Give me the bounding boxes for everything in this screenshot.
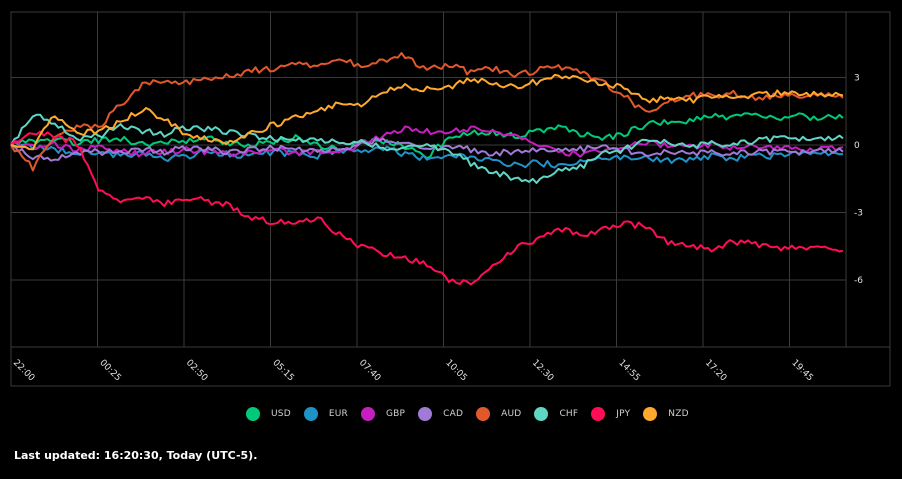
series-line-chf[interactable] <box>10 113 844 184</box>
legend-item-eur[interactable]: EUR <box>303 407 348 421</box>
legend-dot-icon <box>476 407 491 421</box>
legend-label: GBP <box>385 409 406 419</box>
series-line-jpy[interactable] <box>10 130 844 286</box>
legend-item-cad[interactable]: CAD <box>418 407 463 421</box>
legend-item-usd[interactable]: USD <box>246 407 291 421</box>
legend-dot-icon <box>303 407 318 421</box>
chart-series <box>10 52 844 286</box>
legend-dot-icon <box>591 407 606 421</box>
legend-dot-icon <box>246 407 260 421</box>
x-tick-label: 05:15 <box>270 358 295 383</box>
legend-label: CAD <box>443 409 464 419</box>
y-tick-label: -3 <box>854 209 863 219</box>
x-tick-label: 14:55 <box>616 358 641 383</box>
series-line-gbp[interactable] <box>10 125 844 158</box>
legend-item-jpy[interactable]: JPY <box>591 407 630 421</box>
legend-item-aud[interactable]: AUD <box>476 407 521 421</box>
legend-item-nzd[interactable]: NZD <box>643 407 688 421</box>
legend-label: NZD <box>668 409 689 419</box>
x-tick-label: 07:40 <box>357 358 383 384</box>
y-tick-label: -6 <box>854 276 863 286</box>
x-tick-label: 19:45 <box>789 358 814 383</box>
x-tick-label: 22:00 <box>11 358 37 384</box>
x-axis-ticks: 22:00 00:25 02:50 05:15 07:40 10:05 12:30 14:55… <box>11 358 815 384</box>
legend-item-chf[interactable]: CHF <box>534 407 578 421</box>
legend-label: JPY <box>616 409 631 419</box>
x-tick-label: 10:05 <box>443 358 468 383</box>
x-tick-label: 17:20 <box>703 358 729 384</box>
legend-dot-icon <box>534 407 549 421</box>
x-tick-label: 00:25 <box>97 358 122 383</box>
x-tick-label: 02:50 <box>184 358 210 384</box>
legend-item-gbp[interactable]: GBP <box>360 407 406 421</box>
legend-label: EUR <box>328 409 348 419</box>
x-tick-label: 12:30 <box>530 358 556 384</box>
y-axis-ticks: 3 0 -3 -6 <box>854 74 863 287</box>
currency-strength-chart: 3 0 -3 -6 22:00 00:25 02:50 05:15 07:40 10:05 12:… <box>10 11 891 387</box>
legend-dot-icon <box>360 407 375 421</box>
series-line-cad[interactable] <box>10 137 844 162</box>
series-line-eur[interactable] <box>10 143 844 169</box>
legend-dot-icon <box>418 407 433 421</box>
chart-legend: USD EUR GBP CAD AUD CHF JPY NZD <box>246 405 702 423</box>
series-line-nzd[interactable] <box>10 73 844 151</box>
y-tick-label: 3 <box>854 74 860 84</box>
legend-label: USD <box>271 409 291 419</box>
chart-frame <box>10 11 891 387</box>
y-tick-label: 0 <box>854 141 860 151</box>
legend-dot-icon <box>643 407 658 421</box>
legend-label: CHF <box>559 409 579 419</box>
legend-label: AUD <box>501 409 522 419</box>
last-updated-text: Last updated: 16:20:30, Today (UTC-5). <box>14 449 258 462</box>
